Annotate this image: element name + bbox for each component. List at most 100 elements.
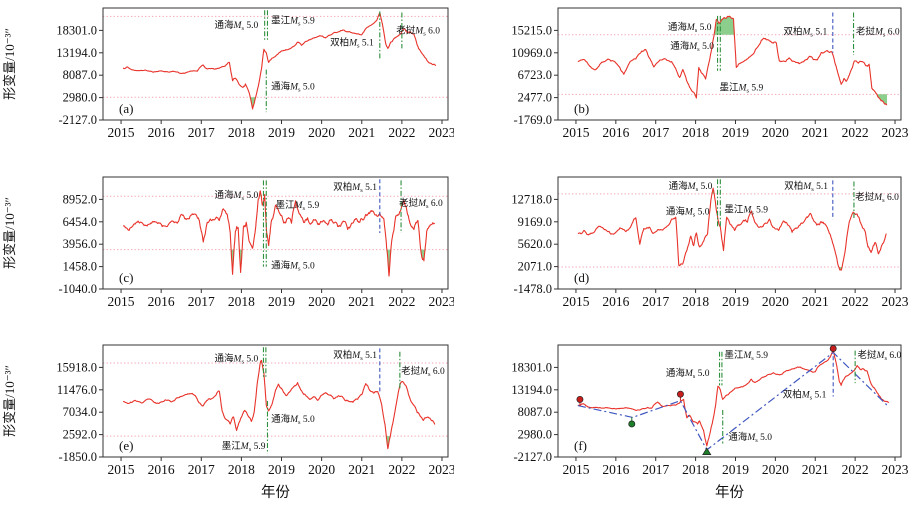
x-tick-label: 2016	[602, 462, 629, 477]
series-line	[577, 15, 888, 106]
y-tick-label: 13194.0	[56, 46, 97, 60]
x-tick-label: 2021	[348, 294, 375, 309]
y-tick-label: 8952.0	[63, 192, 97, 206]
event-label: 老挝Ms 6.0	[396, 24, 440, 37]
event-label: 墨江Ms 5.9	[724, 350, 768, 362]
y-tick-label: 2477.0	[518, 91, 552, 105]
x-tick-label: 2020	[762, 125, 789, 140]
chart-d: 通海Ms 5.0 通海Ms 5.0 墨江Ms 5.9 双柏Ms 5.1 老挝Ms 6.0…	[511, 176, 908, 309]
x-tick-label: 2016	[148, 125, 175, 140]
y-tick-label: 2071.0	[518, 260, 552, 274]
panel-letter: (d)	[574, 270, 589, 285]
x-tick-label: 2018	[682, 294, 709, 309]
x-tick-label: 2016	[602, 125, 629, 140]
x-tick-label: 2018	[228, 462, 255, 477]
x-tick-label: 2021	[802, 294, 829, 309]
y-tick-label: 6723.0	[518, 68, 552, 82]
x-tick-label: 2020	[762, 294, 789, 309]
y-axis-label: 形变量/10⁻³″	[2, 28, 17, 100]
event-label: 双柏Ms 5.1	[333, 181, 377, 194]
y-tick-label: 2592.0	[63, 428, 97, 442]
x-tick-label: 2018	[682, 125, 709, 140]
y-tick-label: 9169.0	[518, 215, 552, 229]
trend-line	[577, 351, 888, 451]
panel-a: 通海Ms 5.0 墨江Ms 5.9 通海Ms 5.0 双柏Ms 5.1 老挝Ms 6.0…	[0, 0, 456, 153]
y-tick-label: 12718.0	[511, 192, 552, 206]
x-tick-label: 2020	[308, 462, 335, 477]
series-line	[577, 349, 890, 447]
y-tick-label: 8087.0	[63, 68, 97, 82]
x-tick-label: 2015	[108, 294, 135, 309]
x-tick-label: 2017	[188, 294, 215, 309]
x-tick-label: 2017	[188, 125, 215, 140]
panel-e: 通海Ms 5.0 通海Ms 5.0 墨江Ms 5.9 双柏Ms 5.1 老挝Ms 6.0…	[0, 337, 456, 507]
x-tick-label: 2023	[428, 294, 454, 309]
x-tick-label: 2019	[722, 125, 749, 140]
x-tick-label: 2020	[762, 462, 789, 477]
panel-b: 通海Ms 5.0 通海Ms 5.0 墨江Ms 5.9 双柏Ms 5.1 老挝Ms 6.0…	[454, 0, 908, 153]
x-tick-label: 2016	[602, 294, 629, 309]
x-axis-label: 年份	[715, 484, 744, 501]
x-tick-label: 2015	[562, 125, 589, 140]
event-label: 老挝Ms 6.0	[858, 349, 902, 362]
event-label: 双柏Ms 5.1	[783, 388, 827, 401]
x-tick-label: 2022	[842, 125, 869, 140]
event-label: 通海Ms 5.0	[666, 367, 710, 380]
event-label: 通海Ms 5.0	[728, 431, 772, 444]
plot-box	[557, 7, 902, 121]
x-axis-label: 年份	[261, 484, 290, 501]
x-tick-label: 2020	[308, 294, 335, 309]
trend-marker-triangle	[702, 447, 712, 455]
event-label: 墨江Ms 5.9	[724, 204, 768, 216]
event-label: 墨江Ms 5.9	[276, 200, 320, 212]
plot-box	[557, 344, 902, 458]
x-tick-label: 2015	[108, 462, 135, 477]
y-tick-label: -2127.0	[58, 113, 97, 127]
event-label: 通海Ms 5.0	[670, 40, 714, 53]
y-tick-label: 7034.0	[63, 405, 97, 419]
y-tick-label: 1458.0	[63, 260, 97, 274]
x-tick-label: 2018	[682, 462, 709, 477]
event-label: 通海Ms 5.0	[271, 413, 315, 426]
panel-letter: (a)	[119, 101, 133, 116]
event-label: 墨江Ms 5.9	[222, 441, 266, 453]
x-tick-label: 2017	[642, 462, 669, 477]
panel-letter: (f)	[574, 438, 587, 453]
chart-c: 通海Ms 5.0 墨江Ms 5.9 通海Ms 5.0 双柏Ms 5.1 老挝Ms 6.0…	[2, 176, 456, 309]
event-label: 老挝Ms 6.0	[855, 191, 899, 204]
event-label: 双柏Ms 5.1	[333, 349, 377, 362]
chart-b: 通海Ms 5.0 通海Ms 5.0 墨江Ms 5.9 双柏Ms 5.1 老挝Ms 6.0…	[511, 7, 908, 140]
event-label: 通海Ms 5.0	[666, 206, 710, 219]
y-tick-label: 11476.0	[57, 383, 97, 397]
y-tick-label: 2980.0	[63, 91, 97, 105]
series-line	[122, 12, 437, 110]
chart-e: 通海Ms 5.0 通海Ms 5.0 墨江Ms 5.9 双柏Ms 5.1 老挝Ms 6.0…	[2, 344, 456, 501]
x-tick-label: 2022	[388, 462, 415, 477]
x-tick-label: 2021	[802, 462, 829, 477]
y-tick-label: -1769.0	[513, 113, 552, 127]
plot-box	[557, 176, 902, 290]
y-tick-label: 15215.0	[511, 23, 552, 37]
anomaly-fill	[250, 97, 256, 109]
trend-marker-circle	[676, 390, 684, 398]
x-tick-label: 2023	[428, 125, 454, 140]
x-tick-label: 2023	[882, 294, 908, 309]
event-label: 双柏Ms 5.1	[330, 37, 374, 50]
x-tick-label: 2021	[348, 462, 375, 477]
y-tick-label: 2980.0	[518, 428, 552, 442]
event-label: 墨江Ms 5.9	[720, 83, 764, 95]
series-line	[122, 359, 436, 450]
x-tick-label: 2016	[148, 462, 175, 477]
plot-box	[102, 344, 449, 458]
event-label: 通海Ms 5.0	[669, 180, 713, 193]
event-label: 双柏Ms 5.1	[784, 180, 828, 193]
x-tick-label: 2018	[228, 125, 255, 140]
event-label: 通海Ms 5.0	[668, 21, 712, 34]
event-label: 通海Ms 5.0	[215, 19, 259, 32]
x-tick-label: 2016	[148, 294, 175, 309]
x-tick-label: 2019	[268, 125, 295, 140]
event-label: 通海Ms 5.0	[215, 352, 259, 365]
chart-f: 通海Ms 5.0 墨江Ms 5.9 通海Ms 5.0 双柏Ms 5.1 老挝Ms 6.0…	[511, 344, 908, 501]
panel-d: 通海Ms 5.0 通海Ms 5.0 墨江Ms 5.9 双柏Ms 5.1 老挝Ms 6.0…	[454, 169, 908, 322]
